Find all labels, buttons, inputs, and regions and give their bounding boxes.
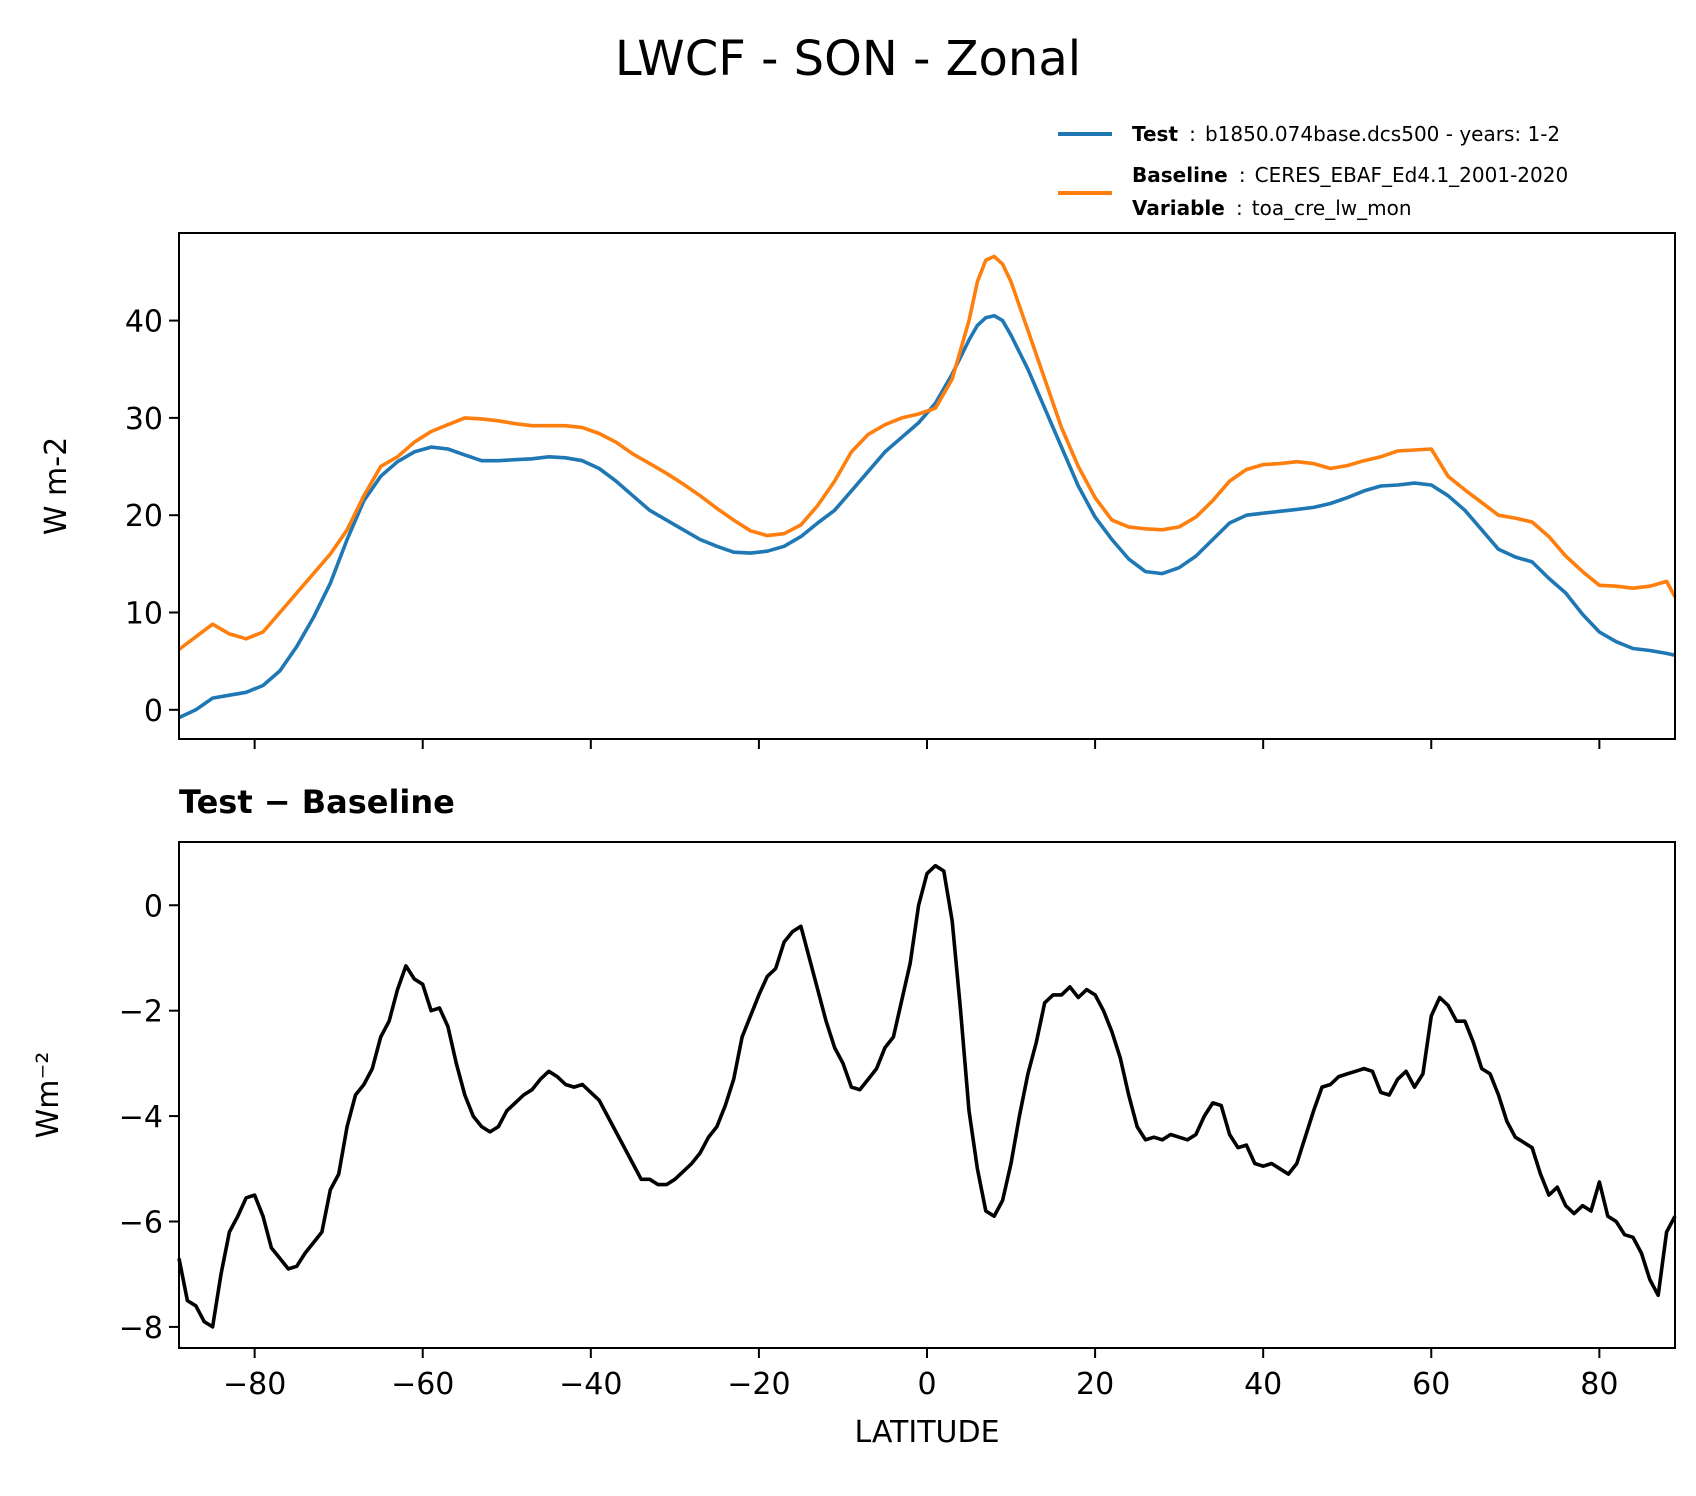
legend-test-entry: Test : b1850.074base.dcs500 - years: 1-2: [1132, 122, 1560, 146]
bottom-y-tick-label: −2: [119, 995, 163, 1030]
bottom-panel-title: Test − Baseline: [179, 783, 455, 821]
bottom-series-test-baseline-line: [177, 863, 1677, 1329]
bottom-plot-frame: [178, 841, 1676, 1349]
top-x-ticks: [253, 739, 1601, 749]
bottom-x-tick-label: −60: [391, 1367, 454, 1402]
top-y-ticks: 0 10 20 30 40: [125, 305, 179, 729]
bottom-x-tick-label: 20: [1076, 1367, 1114, 1402]
legend-baseline-sep: :: [1239, 163, 1246, 187]
legend-baseline-key: Baseline: [1132, 163, 1228, 187]
bottom-x-tick-label: −40: [559, 1367, 622, 1402]
top-y-axis-label: W m-2: [39, 437, 74, 535]
x-axis-label: LATITUDE: [854, 1415, 999, 1450]
legend-variable-value: toa_cre_lw_mon: [1252, 196, 1412, 220]
bottom-panel: Test − Baseline 0 −2 −4 −6 −8 −80 −60 −40 −20 0 2…: [31, 783, 1677, 1450]
bottom-y-tick-label: −6: [119, 1206, 163, 1241]
bottom-x-tick-label: −80: [223, 1367, 286, 1402]
top-series-group: [177, 254, 1677, 720]
legend-variable-key: Variable: [1132, 196, 1225, 220]
legend-baseline-value: CERES_EBAF_Ed4.1_2001-2020: [1255, 163, 1569, 187]
top-y-tick-label: 0: [144, 694, 163, 729]
top-y-tick-label: 40: [125, 305, 163, 340]
legend-test-sep: :: [1189, 122, 1196, 146]
bottom-x-tick-label: 60: [1412, 1367, 1450, 1402]
bottom-x-tick-label: −20: [727, 1367, 790, 1402]
bottom-y-ticks: 0 −2 −4 −6 −8: [119, 889, 179, 1346]
bottom-y-tick-label: 0: [144, 889, 163, 924]
bottom-y-tick-label: −4: [119, 1100, 163, 1135]
bottom-series-group: [177, 863, 1677, 1329]
top-series-baseline-line: [177, 254, 1677, 651]
legend-variable-sep: :: [1236, 196, 1243, 220]
bottom-y-tick-label: −8: [119, 1311, 163, 1346]
bottom-x-ticks: −80 −60 −40 −20 0 20 40 60 80: [223, 1348, 1618, 1402]
legend: Test : b1850.074base.dcs500 - years: 1-2…: [1058, 122, 1568, 220]
bottom-x-tick-label: 40: [1244, 1367, 1282, 1402]
bottom-x-tick-label: 80: [1580, 1367, 1618, 1402]
top-plot-frame: [178, 232, 1676, 740]
legend-variable-entry: Variable : toa_cre_lw_mon: [1132, 196, 1412, 220]
top-y-tick-label: 20: [125, 499, 163, 534]
legend-baseline-entry: Baseline : CERES_EBAF_Ed4.1_2001-2020: [1132, 163, 1568, 187]
top-y-tick-label: 10: [125, 597, 163, 632]
bottom-x-tick-label: 0: [917, 1367, 936, 1402]
top-y-tick-label: 30: [125, 402, 163, 437]
top-panel: 0 10 20 30 40 W m-2: [39, 232, 1677, 749]
bottom-y-axis-label: Wm⁻²: [31, 1052, 66, 1139]
legend-test-value: b1850.074base.dcs500 - years: 1-2: [1205, 122, 1560, 146]
figure-title: LWCF - SON - Zonal: [615, 31, 1081, 87]
legend-test-key: Test: [1132, 122, 1178, 146]
